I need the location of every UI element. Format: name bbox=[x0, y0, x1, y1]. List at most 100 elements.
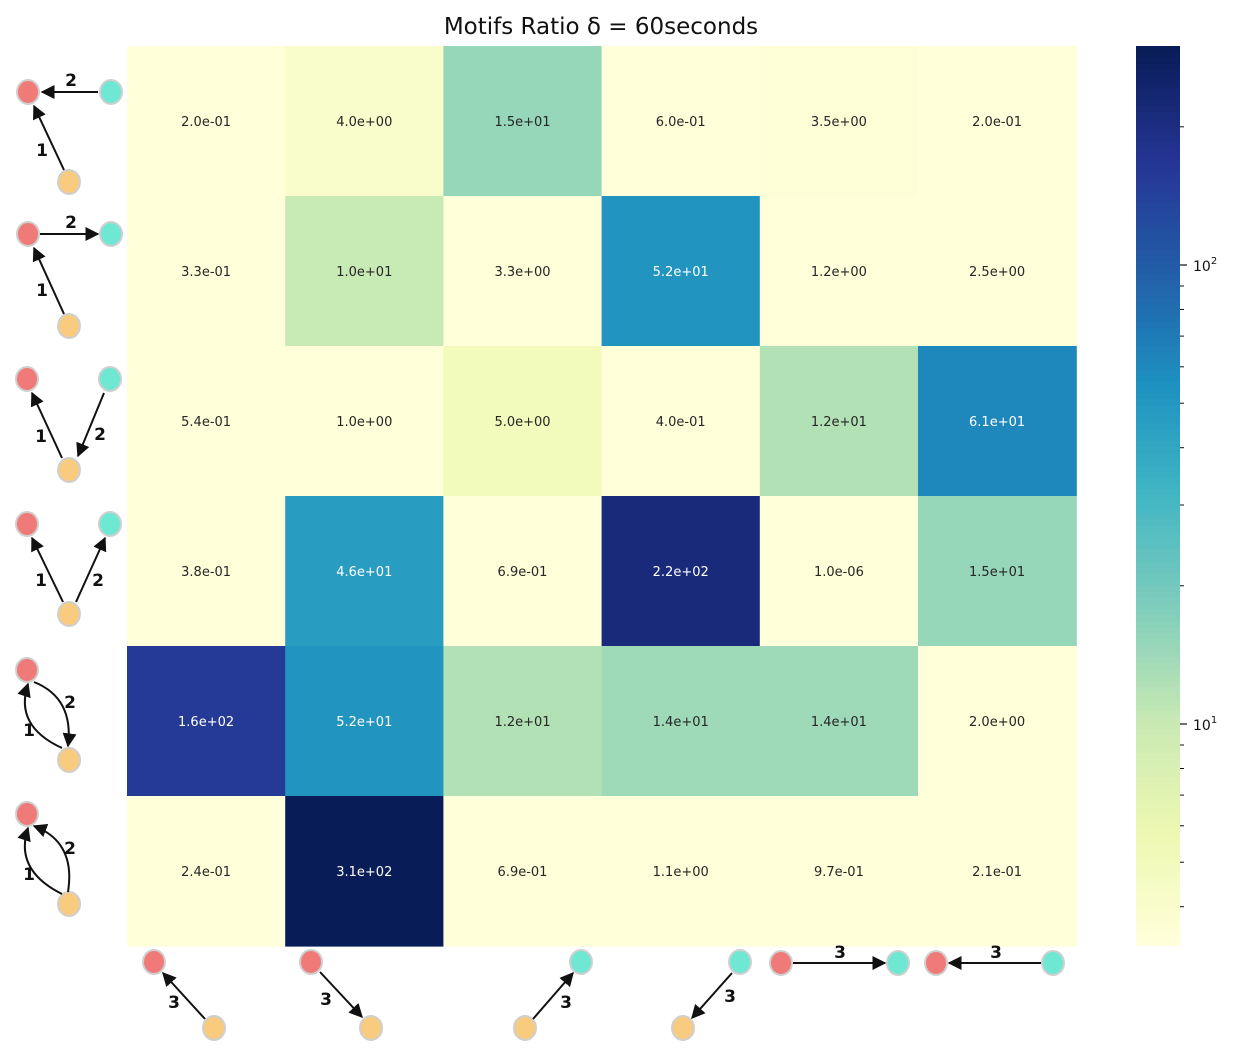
cell-value-label: 6.0e-01 bbox=[656, 115, 706, 130]
heatmap-cell-r5-c1 bbox=[285, 796, 444, 947]
motif-edge-label: 3 bbox=[320, 990, 332, 1010]
motif-node bbox=[57, 169, 81, 195]
colorbar-segment bbox=[1136, 651, 1180, 659]
cell-value-label: 2.2e+02 bbox=[653, 565, 709, 580]
colorbar-segment bbox=[1136, 855, 1180, 862]
heatmap-cell-labels: 2.0e-01 4.0e+00 1.5e+01 6.0e-01 3.5e+00 2.0e-… bbox=[178, 115, 1025, 880]
motif-node bbox=[57, 891, 81, 917]
colorbar-segment bbox=[1136, 723, 1180, 731]
colorbar-segment bbox=[1136, 597, 1180, 605]
cell-value-label: 3.5e+00 bbox=[811, 115, 867, 130]
colorbar-segment bbox=[1136, 627, 1180, 635]
colorbar-segment bbox=[1136, 939, 1180, 946]
colorbar-segment bbox=[1136, 831, 1180, 838]
motif-edge-label: 1 bbox=[23, 865, 35, 885]
heatmap-cell-r1-c1 bbox=[285, 196, 444, 347]
colorbar-segment bbox=[1136, 46, 1180, 53]
colorbar-segment bbox=[1136, 369, 1180, 377]
colorbar-segment bbox=[1136, 153, 1180, 161]
heatmap-cell-r0-c5 bbox=[918, 46, 1077, 197]
row-motif-5: 12 bbox=[15, 657, 81, 773]
cell-value-label: 1.4e+01 bbox=[653, 715, 709, 730]
motif-node bbox=[569, 949, 593, 975]
motif-edge-label: 1 bbox=[36, 281, 48, 301]
heatmap-cell-r5-c3 bbox=[601, 796, 761, 947]
heatmap-cell-r0-c4 bbox=[759, 46, 919, 197]
cell-value-label: 5.2e+01 bbox=[653, 265, 709, 280]
colorbar-segment bbox=[1136, 237, 1180, 245]
heatmap-cell-r5-c5 bbox=[918, 796, 1077, 947]
motif-edge bbox=[33, 104, 65, 171]
motif-edge-label: 2 bbox=[65, 213, 77, 233]
heatmap-cell-r2-c3 bbox=[601, 346, 761, 497]
heatmap-cell-r1-c4 bbox=[759, 196, 919, 347]
heatmap-cell-r2-c1 bbox=[285, 346, 444, 497]
column-motif-4: 3 bbox=[671, 949, 752, 1041]
motif-edge bbox=[33, 681, 77, 748]
colorbar-segment bbox=[1136, 291, 1180, 299]
motif-node bbox=[359, 1015, 383, 1041]
motif-node bbox=[98, 511, 122, 537]
motif-node bbox=[15, 366, 39, 392]
colorbar-segment bbox=[1136, 861, 1180, 868]
motif-edge bbox=[691, 972, 733, 1020]
colorbar-segment bbox=[1136, 135, 1180, 143]
motif-edge-label: 1 bbox=[35, 571, 47, 591]
colorbar-segment bbox=[1136, 447, 1180, 455]
colorbar-segment bbox=[1136, 699, 1180, 707]
motif-edge-label: 3 bbox=[990, 943, 1002, 963]
colorbar-segment bbox=[1136, 783, 1180, 790]
motif-node bbox=[202, 1015, 226, 1041]
colorbar-segment bbox=[1136, 687, 1180, 695]
colorbar-segment bbox=[1136, 537, 1180, 545]
colorbar-segment bbox=[1136, 51, 1180, 59]
colorbar-segment bbox=[1136, 459, 1180, 467]
colorbar-segment bbox=[1136, 303, 1180, 311]
colorbar-segment bbox=[1136, 891, 1180, 898]
colorbar-segment bbox=[1136, 231, 1180, 239]
colorbar-segment bbox=[1136, 261, 1180, 269]
row-motif-1: 21 bbox=[16, 71, 123, 195]
colorbar-segment bbox=[1136, 87, 1180, 95]
colorbar-segment bbox=[1136, 639, 1180, 647]
colorbar-segment bbox=[1136, 69, 1180, 77]
colorbar-segment bbox=[1136, 141, 1180, 149]
motif-edge-label: 2 bbox=[64, 693, 76, 713]
cell-value-label: 6.9e-01 bbox=[498, 865, 548, 880]
motif-node bbox=[99, 79, 123, 105]
heatmap-cell-r5-c0 bbox=[127, 796, 286, 947]
column-motif-1: 3 bbox=[142, 949, 226, 1041]
colorbar-segment bbox=[1136, 747, 1180, 755]
motif-edge bbox=[76, 392, 105, 458]
colorbar-segment bbox=[1136, 435, 1180, 443]
colorbar-segment bbox=[1136, 279, 1180, 287]
colorbar-tick-label: 101 bbox=[1193, 715, 1217, 734]
heatmap-cell-r3-c2 bbox=[443, 496, 603, 647]
cell-value-label: 2.0e-01 bbox=[181, 115, 231, 130]
colorbar-segment bbox=[1136, 573, 1180, 581]
colorbar-segment bbox=[1136, 525, 1180, 533]
heatmap-cell-r1-c0 bbox=[127, 196, 286, 347]
colorbar-segment bbox=[1136, 165, 1180, 173]
colorbar-segment bbox=[1136, 273, 1180, 281]
colorbar-segment bbox=[1136, 849, 1180, 856]
motif-edge bbox=[75, 536, 107, 603]
cell-value-label: 5.2e+01 bbox=[336, 715, 392, 730]
heatmap-cell-r4-c4 bbox=[759, 646, 919, 797]
motif-edge-label: 3 bbox=[724, 987, 736, 1007]
colorbar-segment bbox=[1136, 189, 1180, 197]
colorbar-segment bbox=[1136, 429, 1180, 437]
motif-node bbox=[99, 221, 123, 247]
heatmap-cell-r1-c2 bbox=[443, 196, 603, 347]
cell-value-label: 1.5e+01 bbox=[494, 115, 550, 130]
colorbar-segment bbox=[1136, 879, 1180, 886]
colorbar-segment bbox=[1136, 825, 1180, 832]
colorbar-segment bbox=[1136, 453, 1180, 461]
heatmap-cell-r3-c4 bbox=[759, 496, 919, 647]
colorbar-segment bbox=[1136, 111, 1180, 119]
motif-edge bbox=[17, 826, 63, 895]
heatmap-cell-r4-c3 bbox=[601, 646, 761, 797]
heatmap-cell-r5-c2 bbox=[443, 796, 603, 947]
colorbar-segment bbox=[1136, 621, 1180, 629]
